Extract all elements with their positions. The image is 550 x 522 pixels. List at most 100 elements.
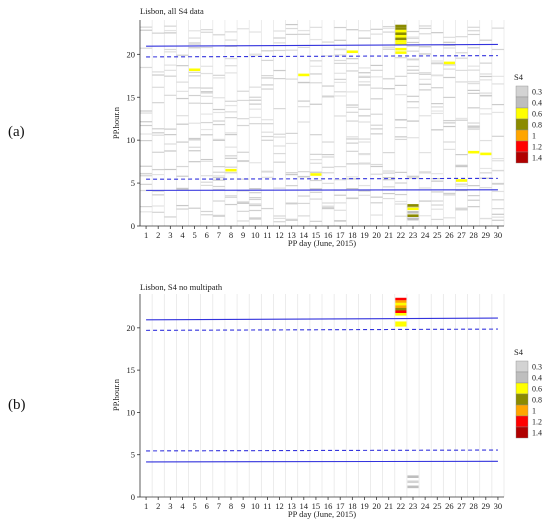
x-tick-label: 2 <box>156 230 160 240</box>
s4-track-cell <box>491 103 504 106</box>
s4-track-cell <box>443 68 456 70</box>
s4-track-cell <box>370 163 383 166</box>
legend-label: 0.4 <box>532 99 542 108</box>
s4-track-cell <box>491 183 504 185</box>
s4-track-cell <box>394 215 407 217</box>
x-tick-label: 18 <box>348 501 357 511</box>
s4-track-cell <box>224 117 238 119</box>
s4-track-cell <box>224 111 238 113</box>
s4-track-cell <box>200 181 213 183</box>
s4-track-cell <box>237 160 250 163</box>
s4-track-cell <box>455 165 468 168</box>
s4-track-cell <box>491 219 504 221</box>
x-ticks-a: 1 2 3 4 5 6 7 8 9 10 11 12 13 14 15 16 17 18 19 20 21 22 23 24 2… <box>144 226 502 240</box>
s4-track-cell <box>188 102 201 104</box>
s4-track-cell <box>419 171 432 173</box>
s4-track-cell <box>358 153 371 155</box>
s4-track-cell <box>224 196 238 198</box>
s4-track-cell <box>467 65 480 67</box>
s4-track-cell <box>188 75 201 77</box>
s4-track-cell <box>479 167 492 170</box>
s4-cell <box>395 29 407 33</box>
s4-track-cell <box>443 96 456 99</box>
legend-swatch <box>515 140 529 153</box>
s4-cell <box>407 217 419 221</box>
y-ticks-b: 0 5 10 15 20 <box>127 323 140 502</box>
s4-track-cell <box>297 215 310 217</box>
s4-track-cell <box>406 37 420 40</box>
s4-track-cell <box>237 160 250 162</box>
s4-track-cell <box>479 187 492 189</box>
x-tick-label: 17 <box>336 230 345 240</box>
x-tick-label: 20 <box>372 501 381 511</box>
s4-track-cell <box>467 195 480 197</box>
s4-track-cell <box>212 123 225 126</box>
s4-track-cell <box>334 95 347 97</box>
s4-track-cell <box>334 39 347 41</box>
s4-track-cell <box>382 176 395 179</box>
s4-track-cell <box>431 218 444 221</box>
s4-track-cell <box>370 64 383 67</box>
s4-track-cell <box>309 103 322 105</box>
s4-track-cell <box>273 187 286 189</box>
s4-track-cell <box>249 96 262 98</box>
s4-track-cell <box>152 102 165 104</box>
s4-track-cell <box>382 46 395 48</box>
s4-track-cell <box>491 135 504 137</box>
s4-track-cell <box>261 171 274 173</box>
s4-track-cell <box>358 81 371 83</box>
s4-track-cell <box>164 168 177 171</box>
s4-track-cell <box>140 133 153 135</box>
s4-track-cell <box>164 75 177 77</box>
s4-track-cell <box>176 141 189 143</box>
s4-track-cell <box>406 72 420 74</box>
x-tick-label: 25 <box>433 230 442 240</box>
s4-track-cell <box>358 162 371 164</box>
legend-swatch <box>515 393 529 406</box>
s4-track-cell <box>164 64 177 66</box>
s4-track-cell <box>479 62 492 64</box>
s4-track-cell <box>406 41 420 44</box>
s4-track-cell <box>249 108 262 110</box>
x-tick-label: 12 <box>275 501 284 511</box>
s4-track-cell <box>455 69 468 72</box>
s4-track-cell <box>322 172 335 174</box>
s4-track-cell <box>370 98 383 100</box>
s4-track-cell <box>419 27 432 30</box>
x-tick-label: 22 <box>397 501 406 511</box>
s4-track-cell <box>140 165 153 167</box>
s4-track-cell <box>200 87 213 89</box>
s4-track-cell <box>370 202 383 204</box>
x-tick-label: 23 <box>409 230 418 240</box>
x-axis-label-b: PP day (June, 2015) <box>288 509 356 519</box>
s4-track-cell <box>200 92 213 94</box>
s4-track-cell <box>491 157 504 160</box>
series-line-sunset-twilight <box>146 328 498 331</box>
s4-track-cell <box>455 36 468 38</box>
s4-cell <box>395 40 407 43</box>
s4-track-cell <box>188 137 201 140</box>
s4-track-cell <box>188 146 201 148</box>
s4-track-cell <box>479 108 492 110</box>
s4-track-cell <box>164 25 177 27</box>
s4-track-cell <box>200 184 213 187</box>
s4-track-cell <box>455 189 468 192</box>
s4-track-cell <box>382 192 395 195</box>
s4-track-cell <box>322 95 335 97</box>
s4-track-cell <box>322 202 335 204</box>
s4-cells-a <box>189 24 492 221</box>
s4-track-cell <box>358 121 371 123</box>
s4-track-cell <box>419 187 432 189</box>
x-tick-label: 15 <box>312 230 321 240</box>
s4-track-cell <box>382 25 395 28</box>
s4-track-cell <box>188 30 201 32</box>
s4-track-cell <box>394 200 407 203</box>
s4-track-cell <box>297 29 310 32</box>
chart-title-a: Lisbon, all S4 data <box>140 6 204 16</box>
s4-track-cell <box>212 171 225 173</box>
s4-track-cell <box>431 63 444 65</box>
s4-track-cell <box>382 170 395 172</box>
s4-cell <box>395 24 407 28</box>
s4-track-cell <box>249 203 262 205</box>
s4-track-cell <box>455 183 468 185</box>
